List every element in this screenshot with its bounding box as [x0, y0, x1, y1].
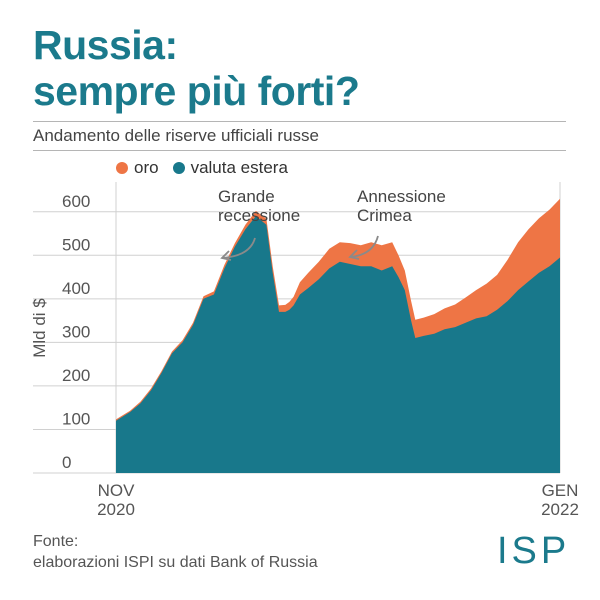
source-note: Fonte: elaborazioni ISPI su dati Bank of… [33, 531, 318, 573]
y-tick-label-0: 0 [62, 453, 71, 472]
y-tick-label-100: 100 [62, 409, 90, 428]
annotation-arrowhead-0 [220, 250, 232, 261]
legend-swatch-valuta [172, 162, 185, 174]
annotation-arrowhead-1 [348, 249, 360, 260]
y-tick-label-200: 200 [62, 366, 90, 385]
stacked-areas [116, 198, 560, 473]
area-valuta-estera [116, 216, 560, 473]
x-tick-labels: NOV 2020 GEN 2022 [97, 481, 579, 519]
ispi-logo-text: ISPI [497, 530, 567, 570]
annotation-arrow-1 [349, 235, 379, 258]
x-tick-label-1: GEN 2022 [541, 481, 579, 519]
y-tick-label-500: 500 [62, 235, 90, 254]
legend-item-valuta: valuta estera [172, 158, 288, 178]
source-text: elaborazioni ISPI su dati Bank of Russia [33, 554, 318, 571]
legend-label-oro: oro [134, 158, 159, 177]
legend: oro valuta estera [116, 158, 302, 178]
title-line-2: sempre più forti? [33, 68, 360, 114]
legend-swatch-oro [116, 162, 128, 174]
ispi-logo: ISPI [497, 530, 567, 570]
annotation-1: Annessione Crimea [357, 187, 446, 225]
y-axis-label: Mld di $ [30, 298, 49, 358]
y-tick-labels: 0 100 200 300 400 500 600 [62, 192, 90, 472]
top-divider [33, 121, 566, 122]
annotation-0: Grande recessione [218, 187, 300, 225]
subtitle-divider [33, 150, 566, 151]
annotation-arrow-0 [221, 237, 256, 259]
legend-label-valuta: valuta estera [190, 158, 288, 177]
annotations: Grande recessione Annessione Crimea [218, 187, 446, 261]
chart-subtitle: Andamento delle riserve ufficiali russe [33, 126, 319, 145]
title-line-1: Russia: [33, 22, 178, 68]
legend-item-oro: oro [116, 158, 159, 178]
y-tick-label-600: 600 [62, 192, 90, 211]
y-tick-label-300: 300 [62, 322, 90, 341]
chart-title: Russia: sempre più forti? [33, 22, 360, 114]
y-tick-label-400: 400 [62, 279, 90, 298]
x-tick-label-0: NOV 2020 [97, 481, 135, 519]
source-label: Fonte: [33, 533, 79, 550]
